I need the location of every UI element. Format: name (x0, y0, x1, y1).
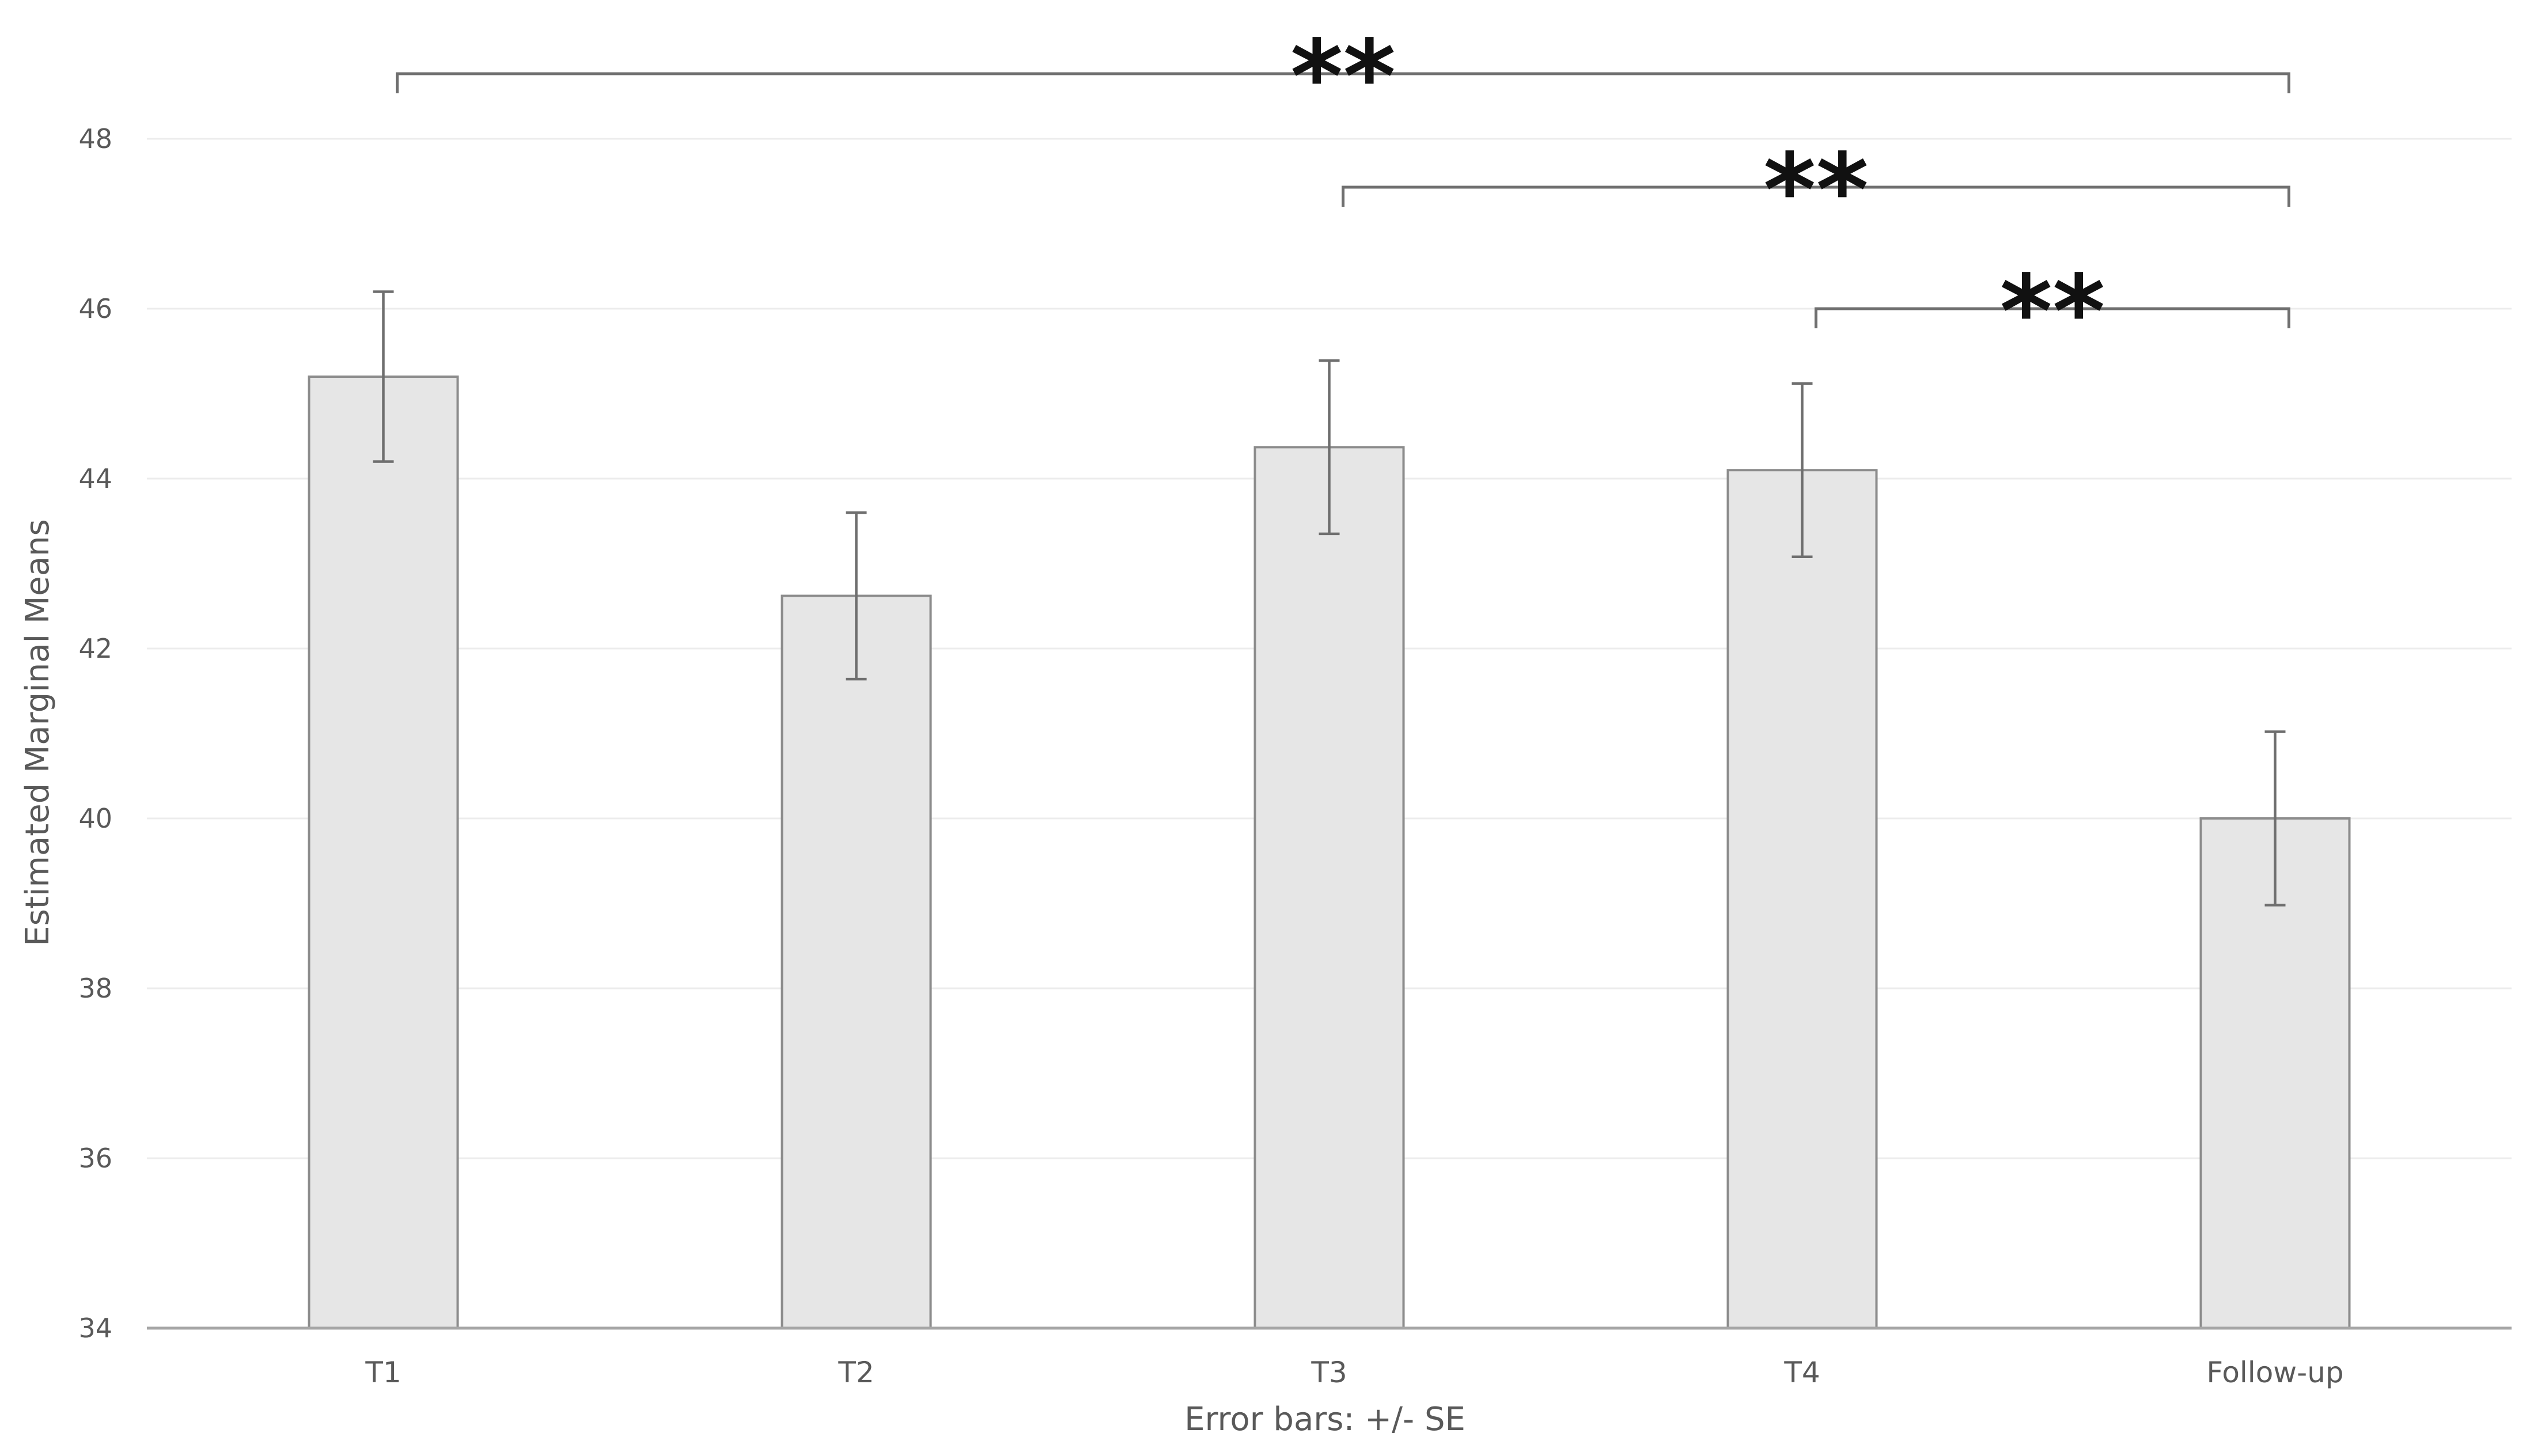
x-axis-label: Error bars: +/- SE (1184, 1401, 1465, 1438)
bar-t2 (781, 594, 932, 1329)
error-bar (1792, 382, 1813, 558)
error-bars (373, 290, 2286, 907)
bar-t1 (308, 376, 459, 1329)
x-tick-label: Follow-up (2206, 1356, 2343, 1389)
bar-t4 (1726, 469, 1878, 1329)
y-tick-label: 38 (78, 973, 112, 1004)
x-tick-label: T3 (1311, 1356, 1347, 1389)
y-tick-label: 34 (78, 1313, 112, 1344)
bar-t3 (1253, 446, 1405, 1329)
bars (308, 376, 2351, 1329)
significance-stars: ** (1290, 19, 1396, 136)
significance-brackets: ** ** ** (396, 19, 2290, 371)
y-tick-label: 46 (78, 293, 112, 324)
error-bar (1319, 359, 1340, 536)
x-tick-label: T2 (838, 1356, 874, 1389)
y-tick-labels: 34 36 38 40 42 44 46 48 (78, 123, 112, 1344)
y-tick-label: 48 (78, 123, 112, 154)
error-bar (2264, 730, 2286, 907)
x-tick-label: T1 (365, 1356, 401, 1389)
y-tick-label: 44 (78, 463, 112, 494)
y-tick-label: 42 (78, 633, 112, 664)
significance-stars: ** (1763, 132, 1869, 249)
y-axis-label: Estimated Marginal Means (19, 519, 56, 946)
significance-bracket: ** (1342, 132, 2290, 249)
error-bar (373, 290, 394, 463)
y-tick-label: 40 (78, 803, 112, 834)
significance-bracket: ** (396, 19, 2290, 136)
y-tick-label: 36 (78, 1143, 112, 1174)
error-bar (846, 511, 867, 681)
significance-stars: ** (1999, 254, 2105, 371)
significance-bracket: ** (1815, 254, 2290, 371)
x-tick-labels: T1 T2 T3 T4 Follow-up (365, 1356, 2343, 1389)
x-tick-label: T4 (1783, 1356, 1820, 1389)
